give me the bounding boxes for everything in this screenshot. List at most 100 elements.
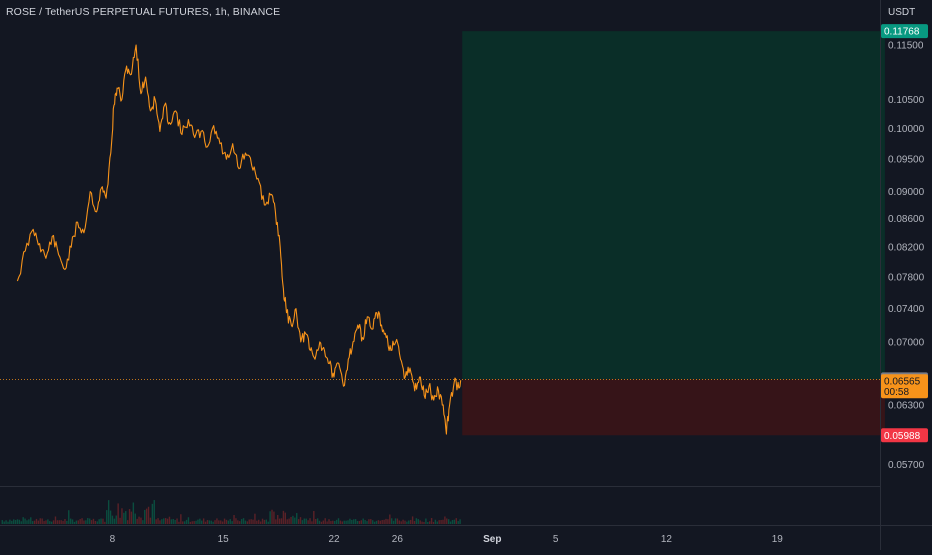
volume-bar [417, 519, 419, 524]
volume-bar [459, 519, 461, 524]
y-tick-label: 0.08600 [888, 214, 925, 225]
volume-bar [214, 520, 216, 524]
volume-bar [413, 521, 416, 524]
volume-bar [159, 520, 161, 524]
volume-bar [111, 515, 114, 524]
volume-bar [60, 520, 62, 524]
volume-bar [199, 518, 201, 524]
volume-bar [406, 521, 408, 524]
volume-bar [50, 521, 53, 524]
volume-bar [227, 520, 230, 524]
price-line [16, 44, 462, 435]
loss-zone[interactable] [462, 379, 885, 436]
countdown-label: 00:58 [884, 387, 909, 398]
volume-bar [396, 518, 399, 524]
volume-bar [261, 518, 264, 524]
volume-bar [166, 518, 169, 524]
y-tick-label: 0.08200 [888, 243, 925, 254]
y-tick-label: 0.06300 [888, 400, 925, 411]
y-tick-label: 0.11500 [888, 40, 924, 51]
volume-bar [282, 510, 285, 524]
volume-bar [256, 520, 258, 524]
volume-bar [142, 520, 144, 524]
currency-label[interactable]: USDT [888, 7, 916, 18]
volume-bars [1, 500, 461, 524]
position-tool[interactable] [462, 31, 885, 436]
volume-bar [81, 518, 83, 524]
volume-bar [391, 518, 393, 524]
volume-bar [47, 519, 49, 524]
volume-bar [379, 520, 382, 524]
volume-bar [119, 517, 121, 524]
volume-bar [322, 520, 325, 524]
volume-bar [235, 518, 237, 524]
volume-bar [316, 518, 319, 524]
volume-bar [330, 521, 332, 524]
volume-bar [303, 518, 306, 524]
volume-bar [313, 510, 315, 524]
x-tick-label: 19 [772, 534, 784, 545]
volume-bar [434, 519, 437, 524]
chart-title: ROSE / TetherUS PERPETUAL FUTURES, 1h, B… [6, 6, 281, 18]
volume-bar [144, 509, 146, 524]
volume-bar [349, 518, 351, 524]
volume-bar [136, 518, 138, 524]
volume-bar [457, 521, 459, 524]
volume-bar [246, 521, 249, 524]
volume-bar [362, 518, 364, 524]
profit-zone[interactable] [462, 31, 885, 380]
volume-bar [290, 516, 292, 524]
volume-bar [451, 519, 454, 524]
x-tick-label: 15 [218, 534, 230, 545]
volume-bar [43, 521, 45, 524]
volume-bar [149, 517, 152, 524]
volume-bar [273, 511, 275, 524]
y-tick-label: 0.07400 [888, 304, 925, 315]
y-tick-label: 0.10000 [888, 124, 925, 135]
price-label-box [881, 428, 928, 443]
price-label-text: 0.11768 [884, 27, 920, 38]
volume-bar [231, 521, 233, 524]
volume-bar [301, 520, 304, 524]
volume-bar [284, 512, 287, 524]
volume-bar [128, 509, 131, 524]
volume-bar [35, 518, 38, 524]
volume-bar [360, 520, 363, 524]
y-tick-label: 0.05700 [888, 460, 925, 471]
volume-bar [98, 519, 100, 524]
volume-bar [305, 518, 307, 524]
volume-bar [206, 520, 209, 524]
volume-bar [326, 521, 328, 524]
y-tick-label: 0.09000 [888, 187, 925, 198]
volume-bar [423, 521, 425, 524]
price-series [16, 44, 462, 435]
volume-bar [168, 516, 171, 524]
volume-bar [170, 519, 173, 524]
x-tick-label: 5 [553, 534, 559, 545]
price-label-text: 0.05988 [884, 431, 921, 442]
volume-bar [394, 518, 397, 524]
volume-bar [216, 518, 218, 524]
volume-bar [5, 520, 7, 524]
volume-bar [353, 519, 355, 524]
volume-bar [252, 519, 254, 524]
volume-bar [1, 520, 3, 524]
volume-bar [123, 512, 125, 524]
volume-bar [104, 521, 106, 524]
volume-bar [178, 521, 180, 524]
volume-bar [75, 520, 78, 524]
volume-bar [85, 520, 87, 524]
volume-bar [286, 519, 288, 524]
volume-bar [130, 511, 133, 524]
volume-bar [54, 516, 57, 524]
volume-bar [68, 510, 70, 524]
y-tick-label: 0.10500 [888, 95, 925, 106]
volume-bar [372, 520, 374, 524]
x-tick-label: 12 [661, 534, 673, 545]
volume-bar [267, 521, 269, 524]
volume-bar [385, 518, 387, 524]
